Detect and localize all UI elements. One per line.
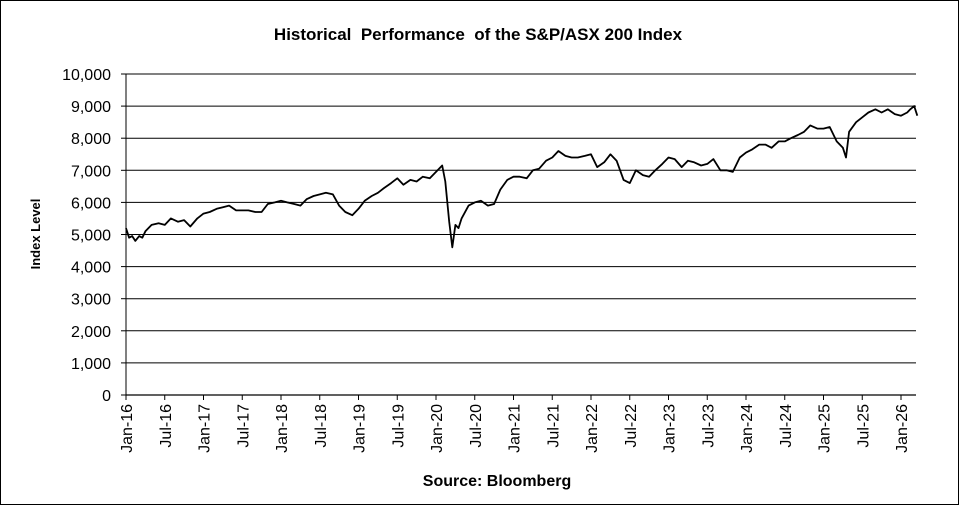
source-note: Source: Bloomberg bbox=[423, 473, 571, 490]
x-tick-label: Jul-22 bbox=[623, 404, 640, 448]
y-tick-label: 4,000 bbox=[71, 260, 111, 277]
x-tick-label: Jul-21 bbox=[545, 404, 562, 448]
y-tick-label: 0 bbox=[102, 388, 111, 405]
chart-title: Historical Performance of the S&P/ASX 20… bbox=[274, 25, 683, 44]
x-tick-label: Jan-24 bbox=[739, 404, 756, 453]
gridlines bbox=[126, 73, 916, 396]
x-tick-label: Jul-24 bbox=[778, 404, 795, 448]
y-tick-label: 2,000 bbox=[71, 324, 111, 341]
y-tick-label: 8,000 bbox=[71, 131, 111, 148]
x-tick-label: Jan-26 bbox=[894, 404, 911, 453]
x-tick-label: Jul-25 bbox=[855, 404, 872, 448]
y-tick-label: 5,000 bbox=[71, 228, 111, 245]
y-tick-label: 7,000 bbox=[71, 163, 111, 180]
x-tick-label: Jan-22 bbox=[584, 404, 601, 453]
x-tick-label: Jan-16 bbox=[119, 404, 136, 453]
y-tick-label: 6,000 bbox=[71, 195, 111, 212]
x-tick-label: Jul-20 bbox=[468, 404, 485, 448]
y-axis-title: Index Level bbox=[28, 199, 43, 270]
x-tick-label: Jul-19 bbox=[390, 404, 407, 448]
y-tick-label: 3,000 bbox=[71, 292, 111, 309]
x-tick-label: Jan-23 bbox=[662, 404, 679, 453]
y-tick-label: 1,000 bbox=[71, 356, 111, 373]
x-tick-label: Jan-18 bbox=[274, 404, 291, 453]
x-tick-label: Jul-18 bbox=[313, 404, 330, 448]
y-axis: 0 1,000 2,000 3,000 4,000 5,000 6,000 7,000 8,00… bbox=[62, 67, 127, 405]
series-line-asx200 bbox=[125, 105, 919, 249]
x-tick-label: Jul-17 bbox=[235, 404, 252, 448]
x-tick-label: Jan-25 bbox=[817, 404, 834, 453]
x-tick-label: Jul-23 bbox=[700, 404, 717, 448]
x-tick-label: Jan-21 bbox=[507, 404, 524, 453]
x-axis: Jan-16 Jul-16 Jan-17 Jul-17 Jan-18 Jul-18 Jan-… bbox=[119, 394, 916, 453]
x-tick-label: Jul-16 bbox=[158, 404, 175, 448]
y-tick-label: 9,000 bbox=[71, 99, 111, 116]
x-tick-label: Jan-17 bbox=[197, 404, 214, 453]
y-tick-label: 10,000 bbox=[62, 67, 111, 84]
x-tick-label: Jan-19 bbox=[352, 404, 369, 453]
x-tick-label: Jan-20 bbox=[429, 404, 446, 453]
